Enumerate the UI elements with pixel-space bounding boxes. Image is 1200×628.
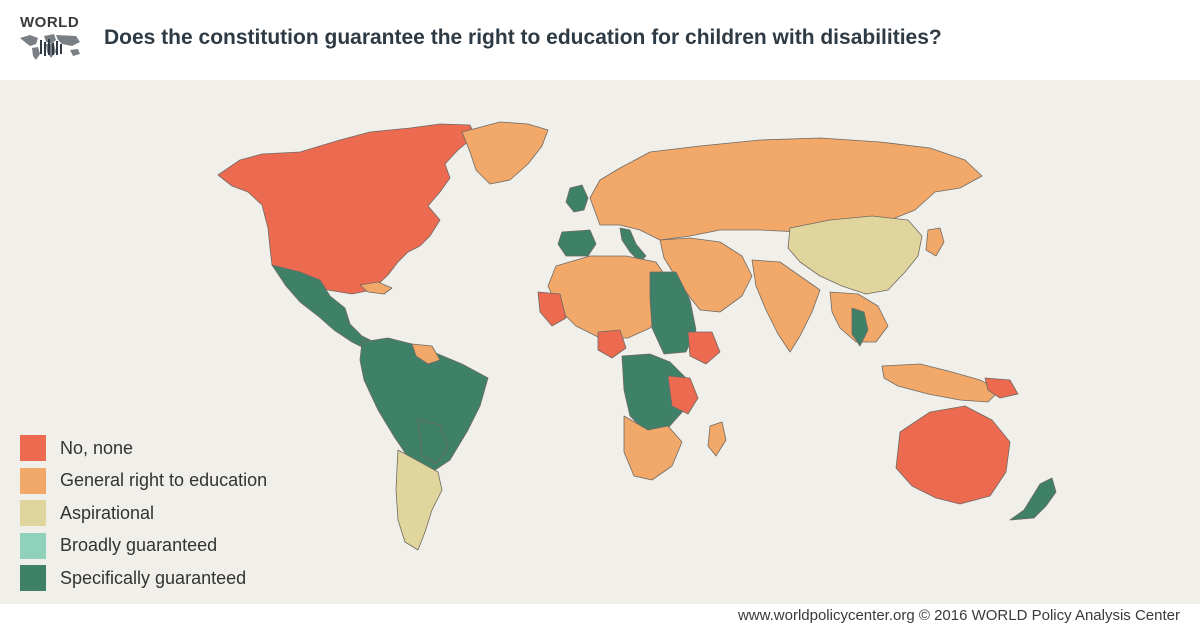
world-map-logo-icon xyxy=(20,34,80,60)
world-map-svg xyxy=(217,121,1057,551)
region-mauritania xyxy=(537,291,567,327)
region-north-america-canada-usa xyxy=(217,123,476,295)
region-australia xyxy=(895,405,1011,505)
region-new-zealand xyxy=(1009,477,1057,521)
world-logo: WORLD xyxy=(18,12,84,68)
credit-text: www.worldpolicycenter.org © 2016 WORLD P… xyxy=(737,607,1180,624)
header: WORLD Does the constitution guarantee th… xyxy=(0,0,1200,80)
legend-item-aspirational: Aspirational xyxy=(20,497,267,530)
legend-item-general: General right to education xyxy=(20,465,267,498)
region-middle-east xyxy=(659,237,753,313)
region-egypt-sudan xyxy=(649,271,697,355)
region-southern-africa xyxy=(623,415,683,481)
legend: No, none General right to education Aspi… xyxy=(20,432,267,595)
page-title: Does the constitution guarantee the righ… xyxy=(104,26,942,49)
region-indonesia xyxy=(881,363,1001,403)
region-bolivia-paraguay xyxy=(417,419,449,465)
region-argentina-chile xyxy=(395,449,443,551)
legend-swatch xyxy=(20,467,46,494)
region-tanzania xyxy=(667,375,699,415)
region-greenland xyxy=(461,121,549,185)
logo-text: WORLD xyxy=(20,14,80,31)
footer: www.worldpolicycenter.org © 2016 WORLD P… xyxy=(0,604,1200,628)
legend-label: Broadly guaranteed xyxy=(60,535,218,556)
legend-item-specifically: Specifically guaranteed xyxy=(20,562,267,595)
region-nigeria xyxy=(597,329,627,359)
legend-label: Specifically guaranteed xyxy=(60,567,247,588)
legend-swatch xyxy=(20,435,46,462)
legend-label: Aspirational xyxy=(60,502,155,523)
region-india xyxy=(751,259,821,353)
region-europe-russia xyxy=(589,137,983,241)
legend-label: No, none xyxy=(60,437,134,458)
region-iberia xyxy=(557,229,597,257)
region-madagascar xyxy=(707,421,727,457)
legend-label: General right to education xyxy=(60,470,268,491)
region-ethiopia xyxy=(687,331,721,365)
legend-swatch xyxy=(20,565,46,592)
legend-swatch xyxy=(20,500,46,527)
region-central-africa xyxy=(621,353,689,433)
legend-item-broadly: Broadly guaranteed xyxy=(20,530,267,563)
region-cuba xyxy=(359,281,393,295)
region-japan xyxy=(925,227,945,257)
world-map xyxy=(0,80,1200,604)
legend-item-no-none: No, none xyxy=(20,432,267,465)
region-papua-new-guinea xyxy=(984,377,1019,399)
region-china xyxy=(787,215,923,295)
region-thailand xyxy=(851,307,869,347)
region-uk-ireland xyxy=(565,184,589,213)
region-guianas xyxy=(411,343,441,365)
legend-swatch xyxy=(20,532,46,559)
